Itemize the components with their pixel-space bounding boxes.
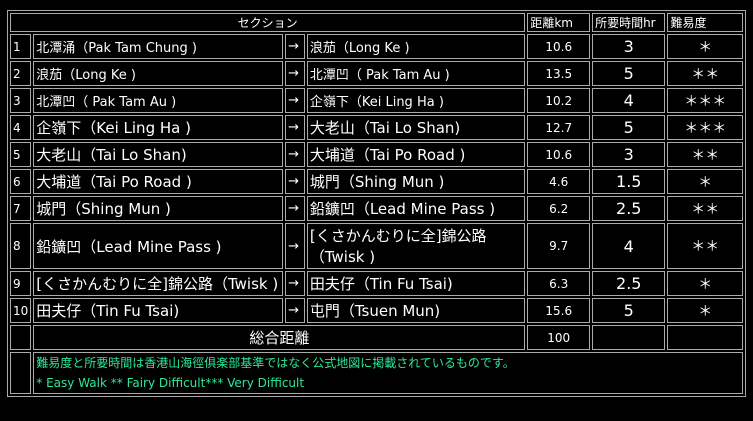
distance: 6.2 [527, 196, 591, 221]
header-row: セクション 距離km 所要時間hr 難易度 [10, 13, 743, 32]
to-location: 城門（Shing Mun ) [306, 169, 526, 194]
table-row: 3 北潭凹（ Pak Tam Au ) → 企嶺下（Kei Ling Ha ) 10.2… [10, 88, 743, 113]
arrow: → [285, 271, 305, 296]
difficulty: ＊ [667, 169, 743, 194]
table-row: 4 企嶺下（Kei Ling Ha ) → 大老山（Tai Lo Shan) 12.7 5… [10, 115, 743, 140]
header-distance: 距離km [527, 13, 591, 32]
table-row: 1 北潭涌（Pak Tam Chung ) → 浪茄（Long Ke ) 10.6 3 ＊ [10, 34, 743, 59]
from-location: 北潭涌（Pak Tam Chung ) [33, 34, 284, 59]
to-location: 大埔道（Tai Po Road ) [306, 142, 526, 167]
difficulty: ＊＊ [667, 223, 743, 269]
row-number: 7 [10, 196, 32, 221]
empty-cell [10, 325, 32, 350]
table-row: 6 大埔道（Tai Po Road ) → 城門（Shing Mun ) 4.6 1.5 ＊ [10, 169, 743, 194]
header-section: セクション [10, 13, 526, 32]
difficulty: ＊＊ [667, 61, 743, 86]
note-line-1: 難易度と所要時間は香港山海徑俱楽部基準ではなく公式地図に掲載されているものです。 [36, 356, 515, 370]
from-location: 城門（Shing Mun ) [33, 196, 284, 221]
arrow: → [285, 61, 305, 86]
notes: 難易度と所要時間は香港山海徑俱楽部基準ではなく公式地図に掲載されているものです。… [33, 352, 743, 394]
row-number: 8 [10, 223, 32, 269]
row-number: 5 [10, 142, 32, 167]
table-row: 9 [くさかんむりに全]錦公路（Twisk ) → 田夫仔（Tin Fu Tsai) 6… [10, 271, 743, 296]
difficulty: ＊＊ [667, 196, 743, 221]
time: 3 [592, 142, 666, 167]
to-location: 企嶺下（Kei Ling Ha ) [306, 88, 526, 113]
distance: 13.5 [527, 61, 591, 86]
table-row: 7 城門（Shing Mun ) → 鉛鑛凹（Lead Mine Pass ) 6.2 2… [10, 196, 743, 221]
arrow: → [285, 298, 305, 323]
distance: 10.2 [527, 88, 591, 113]
distance: 10.6 [527, 34, 591, 59]
to-location: 屯門（Tsuen Mun) [306, 298, 526, 323]
time: 1.5 [592, 169, 666, 194]
time: 5 [592, 115, 666, 140]
from-location: 北潭凹（ Pak Tam Au ) [33, 88, 284, 113]
note-line-2: * Easy Walk ** Fairy Difficult*** Very D… [36, 376, 305, 390]
arrow: → [285, 115, 305, 140]
header-time: 所要時間hr [592, 13, 666, 32]
to-location: 鉛鑛凹（Lead Mine Pass ) [306, 196, 526, 221]
row-number: 1 [10, 34, 32, 59]
from-location: 企嶺下（Kei Ling Ha ) [33, 115, 284, 140]
time: 4 [592, 223, 666, 269]
time: 5 [592, 61, 666, 86]
arrow: → [285, 169, 305, 194]
from-location: 鉛鑛凹（Lead Mine Pass ) [33, 223, 284, 269]
row-number: 2 [10, 61, 32, 86]
row-number: 6 [10, 169, 32, 194]
arrow: → [285, 34, 305, 59]
to-location: 田夫仔（Tin Fu Tsai) [306, 271, 526, 296]
from-location: 大埔道（Tai Po Road ) [33, 169, 284, 194]
table-row: 10 田夫仔（Tin Fu Tsai) → 屯門（Tsuen Mun) 15.6 5 ＊ [10, 298, 743, 323]
arrow: → [285, 88, 305, 113]
distance: 4.6 [527, 169, 591, 194]
distance: 9.7 [527, 223, 591, 269]
row-number: 9 [10, 271, 32, 296]
header-difficulty: 難易度 [667, 13, 743, 32]
table-row: 8 鉛鑛凹（Lead Mine Pass ) → [くさかんむりに全]錦公路（Twis… [10, 223, 743, 269]
trail-sections-table: セクション 距離km 所要時間hr 難易度 1 北潭涌（Pak Tam Chung… [7, 10, 746, 397]
time: 2.5 [592, 196, 666, 221]
from-location: [くさかんむりに全]錦公路（Twisk ) [33, 271, 284, 296]
from-location: 田夫仔（Tin Fu Tsai) [33, 298, 284, 323]
time: 2.5 [592, 271, 666, 296]
row-number: 3 [10, 88, 32, 113]
from-location: 浪茄（Long Ke ) [33, 61, 284, 86]
difficulty: ＊＊＊ [667, 115, 743, 140]
distance: 10.6 [527, 142, 591, 167]
table-row: 5 大老山（Tai Lo Shan) → 大埔道（Tai Po Road ) 10.6 3… [10, 142, 743, 167]
distance: 6.3 [527, 271, 591, 296]
time: 4 [592, 88, 666, 113]
difficulty: ＊＊＊ [667, 88, 743, 113]
difficulty: ＊ [667, 34, 743, 59]
total-label: 総合距離 [33, 325, 526, 350]
to-location: [くさかんむりに全]錦公路（Twisk ) [306, 223, 526, 269]
arrow: → [285, 196, 305, 221]
total-row: 総合距離 100 [10, 325, 743, 350]
row-number: 4 [10, 115, 32, 140]
row-number: 10 [10, 298, 32, 323]
empty-cell [667, 325, 743, 350]
notes-row: 難易度と所要時間は香港山海徑俱楽部基準ではなく公式地図に掲載されているものです。… [10, 352, 743, 394]
arrow: → [285, 223, 305, 269]
to-location: 浪茄（Long Ke ) [306, 34, 526, 59]
total-distance: 100 [527, 325, 591, 350]
time: 3 [592, 34, 666, 59]
empty-cell [10, 352, 32, 394]
from-location: 大老山（Tai Lo Shan) [33, 142, 284, 167]
difficulty: ＊＊ [667, 142, 743, 167]
time: 5 [592, 298, 666, 323]
to-location: 大老山（Tai Lo Shan) [306, 115, 526, 140]
table-row: 2 浪茄（Long Ke ) → 北潭凹（ Pak Tam Au ) 13.5 5 ＊＊ [10, 61, 743, 86]
difficulty: ＊ [667, 298, 743, 323]
distance: 15.6 [527, 298, 591, 323]
difficulty: ＊ [667, 271, 743, 296]
distance: 12.7 [527, 115, 591, 140]
empty-cell [592, 325, 666, 350]
arrow: → [285, 142, 305, 167]
to-location: 北潭凹（ Pak Tam Au ) [306, 61, 526, 86]
